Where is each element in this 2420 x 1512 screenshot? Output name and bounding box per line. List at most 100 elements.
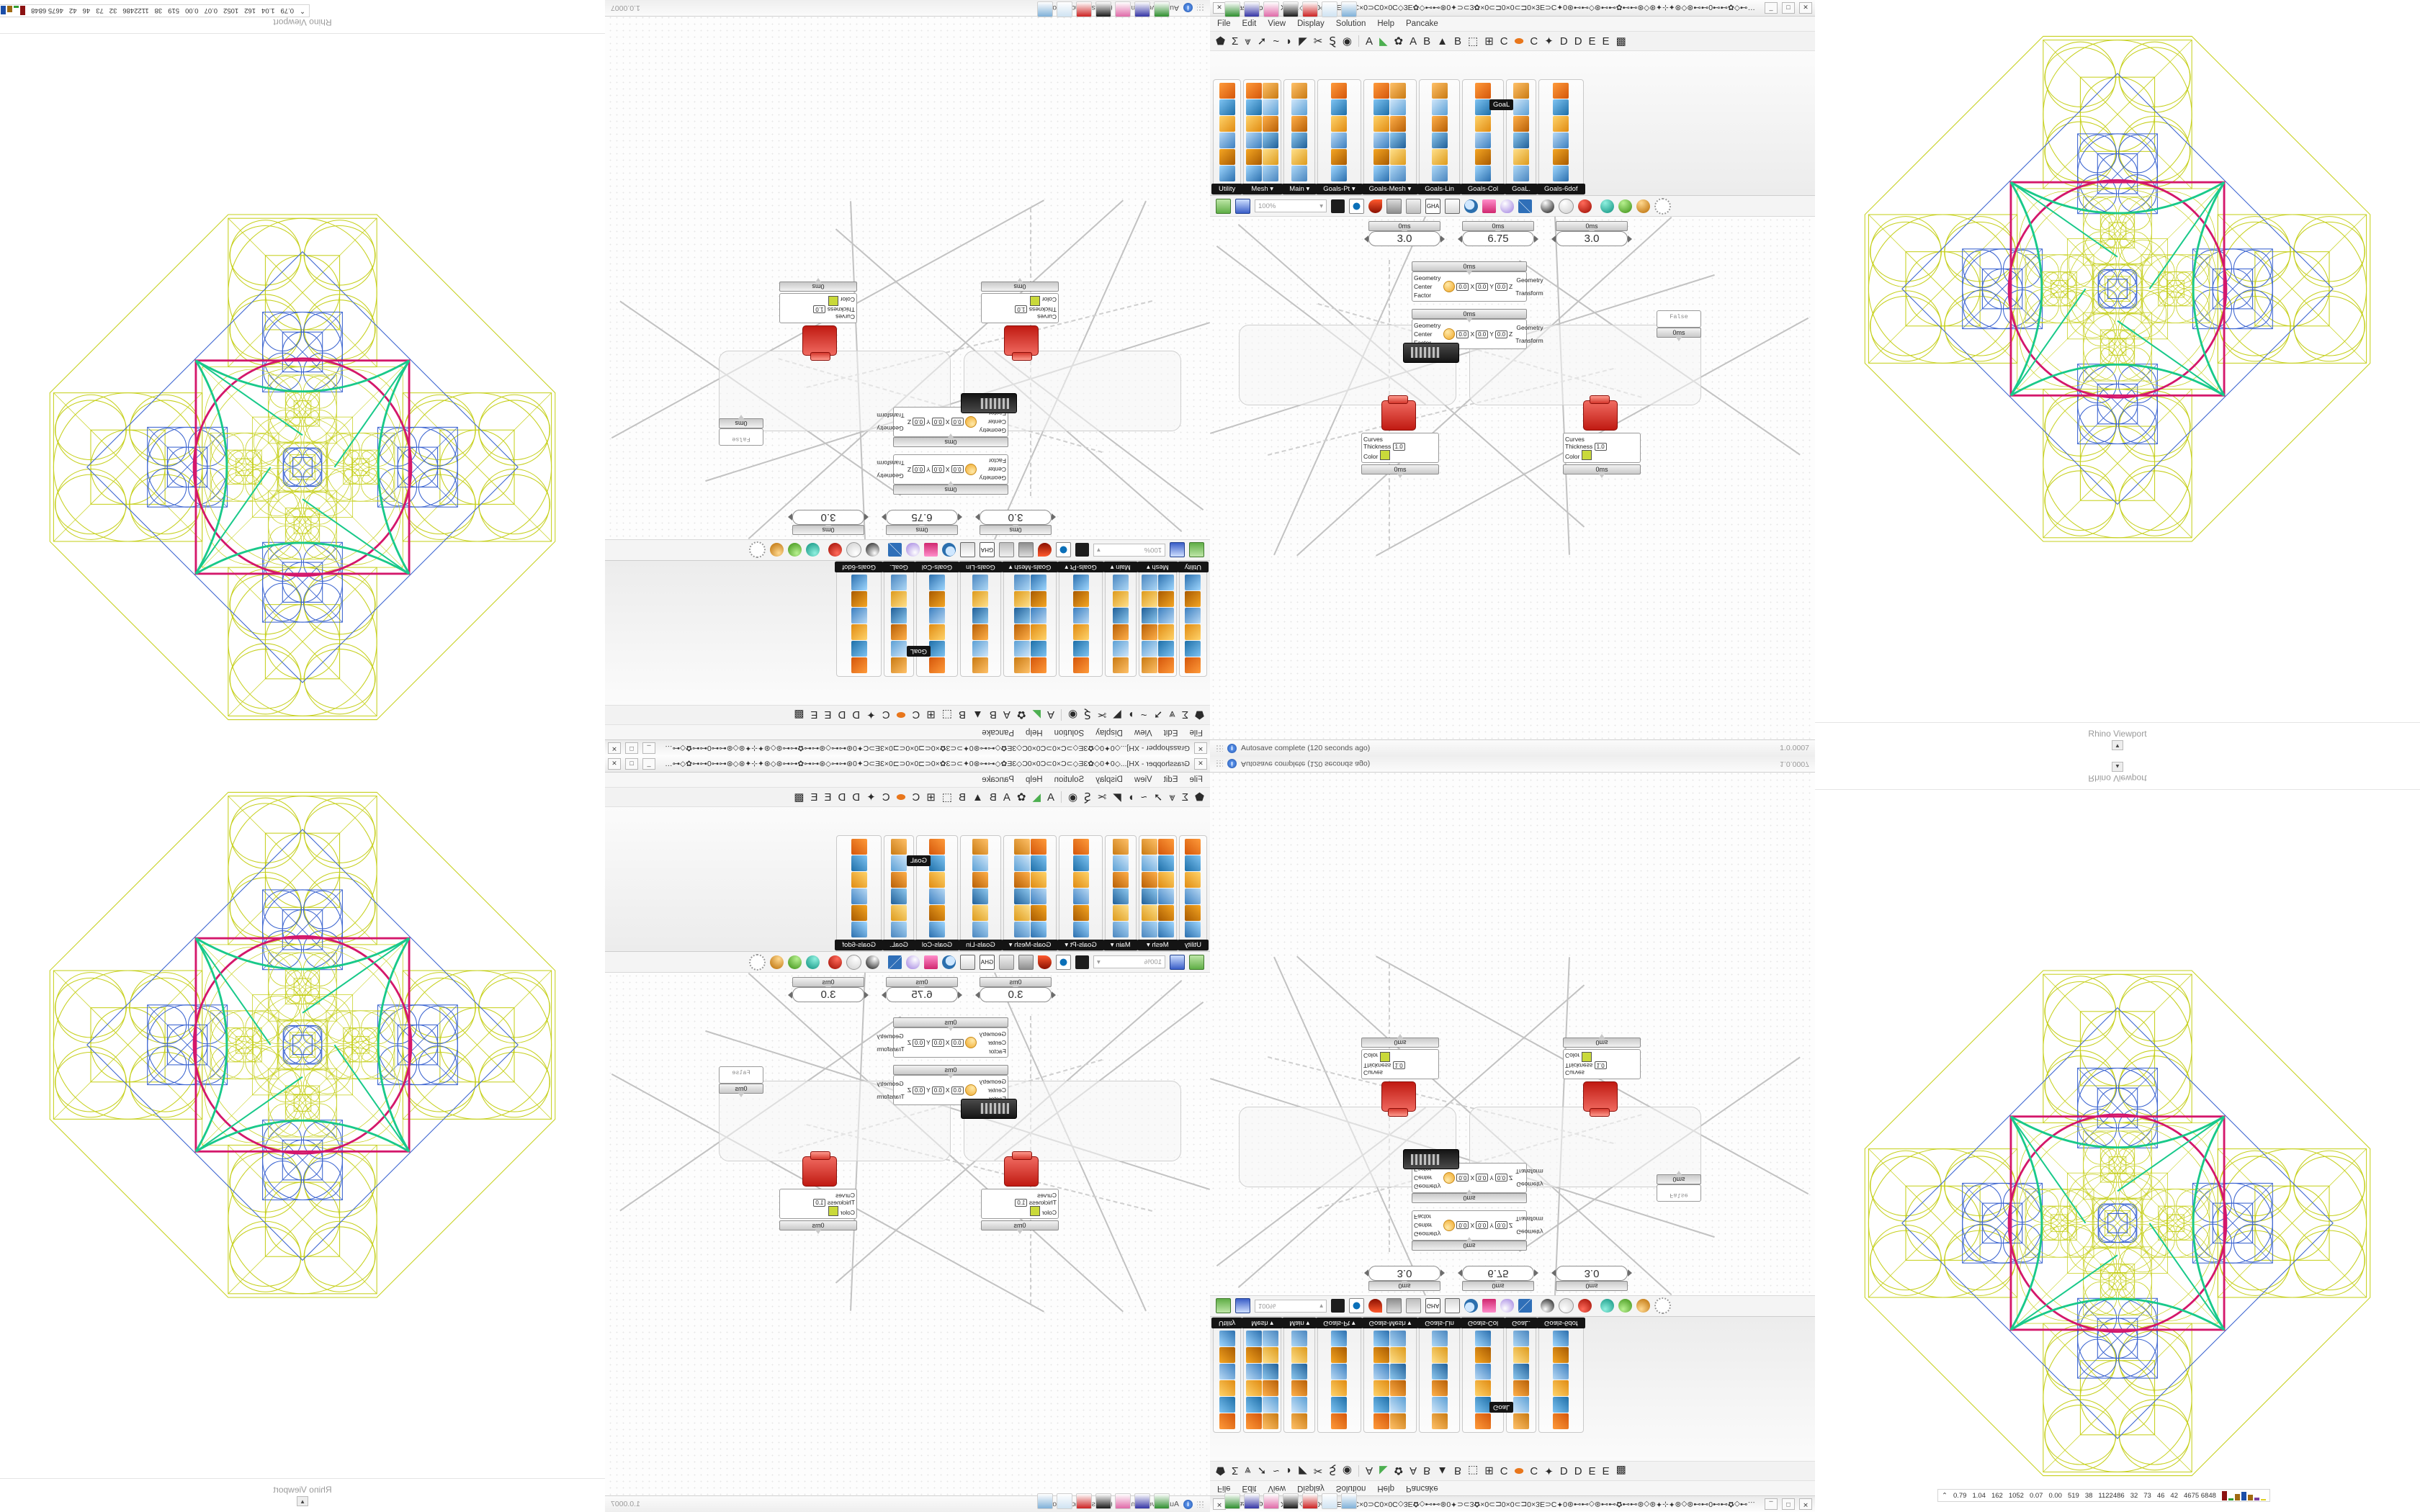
center-z-value[interactable]: 0.0	[1494, 330, 1508, 338]
boolean-value[interactable]: False	[1657, 310, 1701, 328]
component-icon[interactable]	[890, 888, 907, 904]
quadrant-bottom-left[interactable]: ✕ Grasshopper - XH]...◇0✦0◇✿3E◇⊃C×0⊃C0×0…	[0, 756, 1210, 1512]
balloon-icon[interactable]	[1500, 1299, 1514, 1313]
palette-mesh[interactable]: Mesh ▾	[1137, 561, 1178, 677]
zoom-extents-icon[interactable]	[1331, 1299, 1345, 1313]
palette-tab-label[interactable]: GoaL.	[882, 562, 915, 572]
bake-icon[interactable]	[1386, 1298, 1402, 1314]
category-glyph-14[interactable]: D	[838, 708, 846, 721]
palette-icon-grid[interactable]	[1474, 1330, 1492, 1430]
palette-tab-label[interactable]: Goals-Mesh ▾	[1001, 940, 1059, 950]
component-icon[interactable]	[851, 839, 867, 855]
component-icon[interactable]	[890, 905, 907, 921]
category-glyph-7[interactable]: ⬚	[1468, 35, 1479, 48]
component-icon[interactable]	[1246, 149, 1263, 165]
palette-goals-col[interactable]: Goals-Col	[914, 835, 960, 951]
palette-tab-label[interactable]: Mesh ▾	[1137, 940, 1178, 950]
number-slider[interactable]: 0ms 3.0	[980, 977, 1052, 1002]
palette-icon-grid[interactable]	[1291, 82, 1308, 182]
component-icon[interactable]	[1013, 608, 1030, 624]
toolbar-glyph-8[interactable]: Ȿ	[1084, 708, 1091, 721]
component-icon[interactable]	[1431, 1413, 1448, 1429]
preview-amber-icon[interactable]	[1636, 1299, 1650, 1313]
palette-goals-pt[interactable]: Goals-Pt ▾	[1316, 79, 1363, 195]
component-icon[interactable]	[928, 855, 945, 871]
category-glyph-7[interactable]: ⬚	[941, 708, 952, 721]
palette-tab-label[interactable]: Main ▾	[1103, 940, 1138, 950]
component-icon[interactable]	[1390, 1397, 1407, 1413]
center-y-value[interactable]: 0.0	[931, 1086, 944, 1094]
component-icon[interactable]	[1553, 99, 1569, 115]
slider-value[interactable]: 3.0	[1551, 231, 1632, 246]
component-icon[interactable]	[1553, 149, 1569, 165]
boolean-value[interactable]: False	[1657, 1184, 1701, 1202]
shading-red-icon[interactable]	[1578, 1299, 1592, 1313]
menu-item-pancake[interactable]: Pancake	[1406, 1484, 1438, 1493]
maximize-button[interactable]: □	[1782, 2, 1795, 14]
category-glyph-15[interactable]: E	[824, 791, 832, 804]
category-glyph-11[interactable]: C	[882, 708, 890, 721]
open-file-icon[interactable]	[1189, 954, 1204, 970]
custom-preview-component[interactable]: Curves Thickness 1.0 Color 0ms	[1563, 433, 1641, 478]
palette-goals-pt[interactable]: Goals-Pt ▾	[1316, 1317, 1363, 1433]
toolbar-glyph-4[interactable]: ~	[1140, 708, 1147, 721]
component-icon[interactable]	[890, 855, 907, 871]
palette-tab-label[interactable]: Goals-Pt ▾	[1316, 1318, 1363, 1328]
component-icon[interactable]	[1390, 1364, 1407, 1380]
flame-icon[interactable]	[1038, 955, 1052, 969]
node-params[interactable]: 0.0 X 0.0 Y 0.0 Z	[1440, 1213, 1515, 1238]
palette-icon-grid[interactable]	[1431, 82, 1448, 182]
viewport-canvas[interactable]	[1815, 790, 2420, 1512]
component-icon[interactable]	[1157, 657, 1174, 673]
toolbar-glyph-1[interactable]: Σ	[1181, 708, 1188, 721]
component-icon[interactable]	[1246, 1380, 1263, 1396]
palette-tab-label[interactable]: GoaL.	[1505, 184, 1538, 194]
category-glyph-0[interactable]: A	[1047, 791, 1055, 804]
input-port-color[interactable]: Color	[983, 296, 1057, 306]
toolbar-glyph-8[interactable]: Ȿ	[1329, 35, 1336, 48]
palette-icon-grid[interactable]	[1373, 1330, 1407, 1430]
toolbar-glyph-6[interactable]: ◤	[1113, 708, 1121, 721]
input-port-thickness[interactable]: Thickness 1.0	[1363, 1061, 1437, 1069]
preview-teal-icon[interactable]	[806, 955, 820, 969]
thickness-value[interactable]: 1.0	[813, 305, 826, 313]
component-icon[interactable]	[1291, 1413, 1308, 1429]
palette-tab-label[interactable]: Goals-Col	[914, 940, 960, 950]
category-glyph-0[interactable]: A	[1365, 1464, 1373, 1477]
component-icon[interactable]	[890, 922, 907, 937]
component-icon[interactable]	[1331, 1413, 1348, 1429]
component-icon[interactable]	[1513, 1331, 1530, 1346]
input-port[interactable]: Center	[987, 466, 1006, 473]
output-ports[interactable]: Geometry Transform	[877, 457, 904, 482]
figure-icon[interactable]	[1283, 1493, 1299, 1509]
category-tab-row[interactable]: ⬟ Σ ⩔ ➚ ~ ◗ ◤ ✂ Ȿ ◉ A ◣ ✿ A B ▲ B ⬚ ⊞ C ⬬ C ✦ D D E E ▩	[1210, 32, 1815, 51]
component-icon[interactable]	[1475, 83, 1492, 99]
category-glyph-12[interactable]: ✦	[866, 708, 876, 721]
component-icon[interactable]	[1185, 855, 1201, 871]
output-port[interactable]: Geometry	[1516, 324, 1543, 331]
minimize-button[interactable]: _	[642, 742, 655, 754]
node-params[interactable]: 0.0 X 0.0 Y 0.0 Z	[905, 1030, 980, 1055]
palette-tab-label[interactable]: Goals-Pt ▾	[1316, 184, 1363, 194]
component-icon[interactable]	[1185, 839, 1201, 855]
component-icon[interactable]	[1246, 1347, 1263, 1363]
slider-value[interactable]: 6.75	[1458, 231, 1538, 246]
component-icon[interactable]	[1263, 1413, 1279, 1429]
input-port[interactable]: Center	[1414, 330, 1433, 338]
boolean-toggle[interactable]: False 0ms	[1657, 310, 1701, 341]
palette-goals-6dof[interactable]: Goals-6dof	[835, 561, 883, 677]
category-glyph-3[interactable]: A	[1003, 791, 1010, 804]
center-x-value[interactable]: 0.0	[1456, 282, 1469, 291]
component-icon[interactable]	[1373, 1380, 1390, 1396]
component-icon[interactable]	[1475, 1397, 1492, 1413]
component-icon[interactable]	[1291, 1397, 1308, 1413]
number-slider[interactable]: 0ms 3.0	[980, 510, 1052, 535]
output-port[interactable]: Geometry	[877, 472, 904, 480]
component-icon[interactable]	[1157, 905, 1174, 921]
component-icon[interactable]	[1072, 624, 1089, 640]
menu-item-display[interactable]: Display	[1095, 728, 1123, 737]
category-glyph-2[interactable]: ✿	[1016, 791, 1026, 804]
component-icon[interactable]	[1185, 591, 1201, 607]
menu-item-help[interactable]: Help	[1025, 728, 1043, 737]
